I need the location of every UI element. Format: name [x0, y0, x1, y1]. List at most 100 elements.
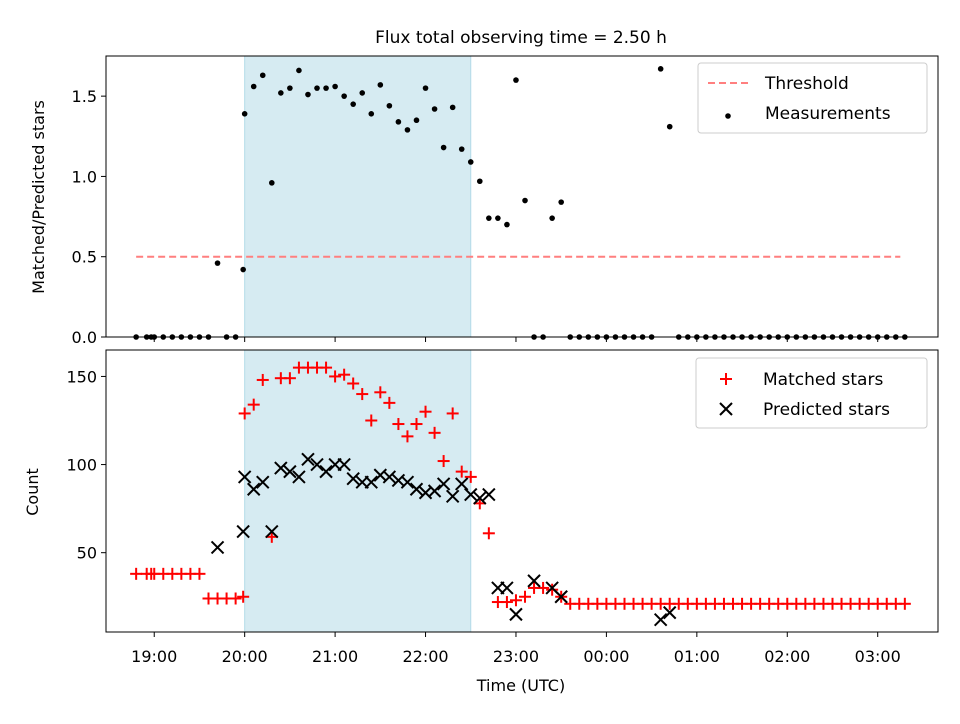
predicted-star-point — [473, 491, 487, 505]
bottom-legend: Matched stars Predicted stars — [695, 357, 928, 429]
matched-star-point — [193, 567, 206, 580]
matched-star-point — [238, 407, 251, 420]
predicted-star-point — [346, 471, 360, 486]
measurement-point — [495, 215, 501, 221]
matched-star-point — [437, 455, 450, 468]
top-panel: 0.0 0.5 1.0 1.5 Matched/Predicted stars Thr… — [29, 55, 939, 347]
measurement-point — [440, 144, 447, 151]
top-chart-title: Flux total observing time = 2.50 h — [375, 28, 667, 48]
bottom-y-axis-label: Count — [23, 468, 42, 516]
bottom-y-ticks: 50 100 150 — [66, 367, 106, 563]
top-y-tick-label: 0.0 — [72, 328, 97, 347]
measurement-point — [268, 180, 275, 186]
predicted-star-point — [653, 612, 668, 627]
top-legend: Threshold Measurements — [697, 62, 928, 134]
measurement-point — [296, 67, 302, 74]
x-tick-label: 19:00 — [131, 647, 177, 666]
predicted-star-point — [236, 524, 250, 539]
matched-star-point — [419, 405, 432, 418]
x-tick-label: 23:00 — [493, 647, 539, 666]
x-tick-label: 00:00 — [583, 647, 629, 666]
matched-star-point — [356, 388, 369, 401]
top-y-axis-label: Matched/Predicted stars — [29, 100, 48, 294]
predicted-points-group — [210, 452, 677, 627]
matched-star-point — [256, 373, 269, 386]
predicted-star-point — [256, 475, 270, 489]
predicted-star-point — [310, 457, 324, 472]
matched-star-point — [401, 430, 414, 443]
measurement-point — [240, 266, 246, 273]
bottom-plot-frame — [105, 349, 939, 633]
predicted-star-point — [427, 484, 442, 498]
x-axis-label: Time (UTC) — [476, 676, 565, 695]
measurement-point — [513, 77, 519, 83]
matched-star-point — [237, 590, 250, 603]
top-shaded-interval — [244, 55, 472, 338]
legend-matched-label: Matched stars — [763, 370, 883, 390]
measurement-point — [314, 85, 320, 91]
measurement-point — [377, 82, 384, 88]
measurement-point — [666, 123, 673, 130]
measurement-point — [558, 199, 564, 205]
predicted-star-point — [292, 470, 306, 484]
matched-star-point — [247, 398, 260, 411]
predicted-star-point — [436, 477, 451, 491]
matched-star-point — [320, 361, 333, 374]
top-plot-frame — [105, 55, 939, 338]
measurement-point — [305, 91, 311, 98]
matched-star-point — [519, 590, 532, 603]
predicted-star-point — [445, 489, 460, 503]
bottom-y-tick-label: 150 — [66, 367, 97, 386]
measurement-point — [259, 72, 266, 79]
x-tick-label: 22:00 — [402, 647, 448, 666]
measurement-point — [504, 221, 510, 228]
top-y-tick-label: 1.5 — [72, 87, 97, 106]
predicted-star-point — [364, 475, 378, 489]
measurement-point — [422, 85, 429, 91]
predicted-star-point — [409, 482, 424, 496]
measurement-point — [413, 117, 420, 124]
predicted-star-point — [301, 452, 315, 466]
legend-matched-swatch — [720, 373, 732, 385]
matched-star-point — [365, 414, 378, 427]
predicted-star-point — [527, 574, 541, 588]
measurement-point — [476, 178, 483, 185]
matched-star-point — [455, 465, 468, 478]
legend-predicted-swatch — [719, 402, 733, 416]
matched-star-point — [482, 527, 495, 540]
measurement-point — [287, 85, 293, 91]
legend-measurements-swatch — [725, 113, 731, 119]
bottom-y-tick-label: 100 — [66, 456, 97, 475]
x-tick-label: 21:00 — [312, 647, 358, 666]
predicted-star-point — [464, 487, 478, 502]
matched-star-point — [283, 372, 296, 385]
matched-star-point — [537, 581, 550, 594]
measurement-point — [278, 90, 284, 96]
top-x-ticks — [153, 337, 879, 342]
predicted-star-point — [500, 581, 514, 595]
measurement-point — [404, 127, 411, 133]
predicted-star-point — [382, 470, 397, 484]
predicted-star-point — [337, 457, 351, 472]
measurement-point — [350, 101, 356, 107]
predicted-star-point — [274, 461, 288, 475]
bottom-x-ticks: 19:00 20:00 21:00 22:00 23:00 00:00 01:00 02:00… — [131, 632, 901, 666]
measurement-point — [341, 93, 347, 99]
predicted-star-point — [237, 470, 252, 484]
measurement-point — [522, 197, 528, 204]
matched-star-point — [383, 396, 396, 409]
top-points-group — [133, 66, 908, 340]
measurement-point — [368, 111, 375, 117]
top-y-ticks: 0.0 0.5 1.0 1.5 — [72, 87, 106, 347]
matched-star-point — [374, 386, 387, 399]
matched-star-point — [392, 418, 405, 431]
matched-star-point — [410, 418, 423, 431]
matched-star-point — [229, 592, 242, 605]
matched-star-point — [546, 583, 559, 596]
bottom-y-tick-label: 50 — [77, 544, 97, 563]
predicted-star-point — [455, 477, 469, 491]
matched-star-point — [898, 597, 911, 610]
matched-star-point — [130, 567, 143, 580]
